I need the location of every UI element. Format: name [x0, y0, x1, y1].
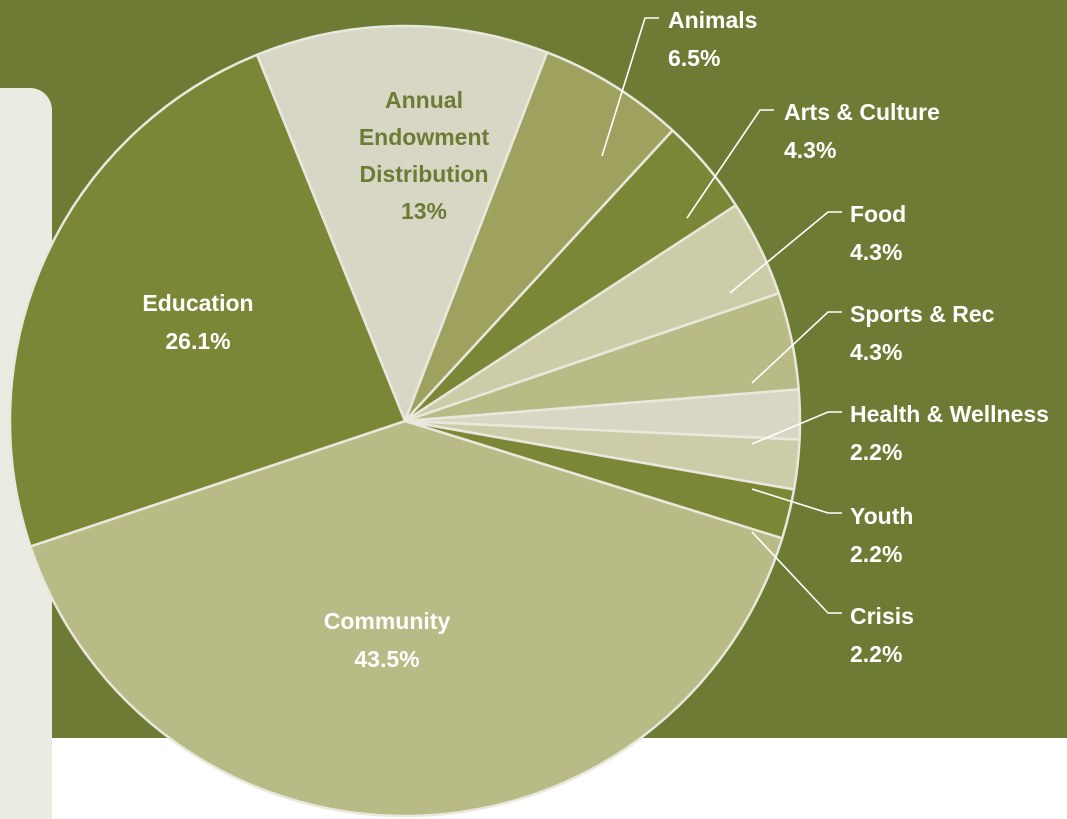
slice-name: Distribution — [359, 161, 488, 187]
slice-percent: 4.3% — [850, 239, 902, 265]
leader-line-2 — [686, 109, 774, 219]
slice-label-5: Health & Wellness 2.2% — [850, 401, 1049, 465]
pie-slice-9 — [8, 53, 407, 548]
slice-percent: 4.3% — [784, 137, 836, 163]
pie-slices — [8, 24, 802, 818]
slice-label-7: Crisis 2.2% — [850, 603, 914, 667]
slice-name: Arts & Culture — [784, 99, 940, 125]
leader-line-5 — [751, 411, 842, 445]
leader-line-1 — [601, 17, 659, 157]
slice-percent: 26.1% — [165, 328, 230, 354]
slice-percent: 4.3% — [850, 339, 902, 365]
slice-label-0: Annual Endowment Distribution 13% — [359, 87, 490, 224]
slice-percent: 43.5% — [354, 646, 419, 672]
slice-name: Endowment — [359, 124, 490, 150]
slice-name: Crisis — [850, 603, 914, 629]
slice-name: Sports & Rec — [850, 301, 995, 327]
slice-name: Annual — [385, 87, 463, 113]
pie-slice-0 — [255, 24, 549, 423]
slice-name: Youth — [850, 503, 913, 529]
slice-label-1: Animals 6.5% — [668, 7, 757, 71]
slice-label-3: Food 4.3% — [850, 201, 906, 265]
slice-percent: 13% — [401, 198, 447, 224]
slice-label-4: Sports & Rec 4.3% — [850, 301, 995, 365]
pie-slice-8 — [29, 419, 784, 818]
slice-label-8: Community 43.5% — [324, 608, 451, 672]
slice-label-9: Education 26.1% — [142, 290, 253, 354]
slice-name: Education — [142, 290, 253, 316]
slice-name: Community — [324, 608, 451, 634]
slice-label-2: Arts & Culture 4.3% — [784, 99, 940, 163]
leader-line-6 — [751, 488, 842, 514]
slice-name: Food — [850, 201, 906, 227]
slice-labels: Annual Endowment Distribution 13% Animals 6.5… — [142, 7, 1049, 672]
leader-line-3 — [729, 211, 842, 294]
leader-line-7 — [751, 531, 842, 614]
slice-percent: 2.2% — [850, 439, 902, 465]
slice-name: Health & Wellness — [850, 401, 1049, 427]
slice-label-6: Youth 2.2% — [850, 503, 913, 567]
slice-percent: 2.2% — [850, 541, 902, 567]
leader-lines — [601, 17, 842, 614]
slice-percent: 6.5% — [668, 45, 720, 71]
slice-name: Animals — [668, 7, 757, 33]
slice-percent: 2.2% — [850, 641, 902, 667]
leader-line-4 — [751, 311, 842, 384]
